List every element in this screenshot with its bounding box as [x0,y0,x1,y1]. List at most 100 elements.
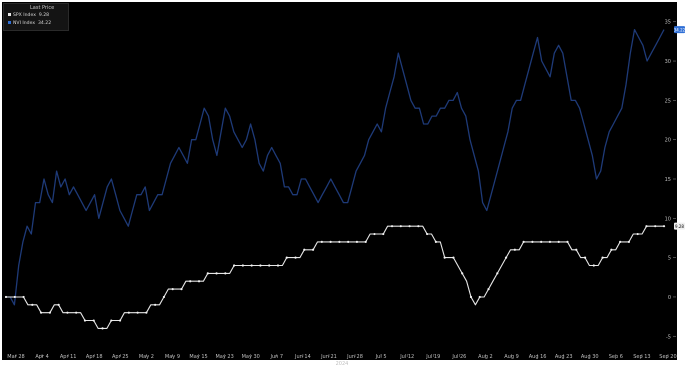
data-point-spx [654,225,657,228]
data-point-spx [583,256,587,259]
data-point-spx [189,280,192,283]
data-point-spx [504,256,508,259]
data-point-spx [627,240,631,244]
data-point-spx [329,240,332,244]
data-point-spx [601,256,604,259]
x-tick-label: May 15 [189,354,207,360]
x-tick-label: Jul 26 [451,354,466,360]
data-point-spx [162,295,166,299]
y-tick-label: 20 [665,138,671,144]
data-point-spx [57,303,60,306]
data-point-spx [285,256,288,259]
data-point-spx [224,272,227,275]
x-tick-label: May 30 [242,354,260,360]
data-point-spx [303,248,306,251]
data-point-spx [92,319,95,322]
data-point-spx [118,319,122,322]
data-point-spx [408,225,411,228]
legend-swatch-spx [8,13,11,16]
data-point-spx [592,264,595,267]
x-tick-label: Aug 30 [581,354,599,360]
x-tick-label: May 2 [139,354,154,360]
data-point-spx [645,225,648,228]
last-value-tag-spx [674,222,685,230]
data-point-spx [22,295,25,299]
data-point-spx [399,225,402,228]
data-point-spx [566,240,569,244]
data-point-spx [426,232,429,236]
data-point-spx [417,225,420,228]
data-point-spx [338,240,341,244]
data-point-spx [180,287,183,291]
data-point-spx [4,295,8,299]
data-point-spx [461,272,464,275]
y-tick-label: 25 [665,98,671,104]
last-value-text-spx: 9.28 [675,224,684,229]
legend: Last Price SPX Index 9.28 NVI Index 34.2… [3,3,69,31]
x-tick-label: Aug 2 [478,354,493,360]
data-point-spx [364,240,367,244]
y-tick-label: 5 [668,256,671,262]
x-tick-label: May 9 [165,354,180,360]
y-axis: -5 0 5 10 15 20 25 30 35 [665,20,676,340]
data-point-spx [13,295,16,299]
x-tick-label: May 23 [215,354,233,360]
data-point-spx [241,264,244,267]
data-point-spx [75,311,78,314]
data-point-spx [110,319,113,322]
x-tick-label: Sep 13 [633,354,650,360]
data-point-spx [101,327,104,330]
data-point-spx [522,240,525,244]
x-tick-label: Aug 23 [555,354,573,360]
y-tick-label: 0 [668,295,671,301]
legend-label-spx: SPX Index [13,13,36,18]
x-tick-label: Apr 25 [112,354,129,360]
data-point-spx [83,319,87,322]
data-point-spx [452,256,455,259]
plot-background [2,2,677,360]
legend-value-spx: 9.28 [38,13,50,18]
data-point-spx [66,311,69,314]
data-point-spx [496,272,499,275]
legend-item-nvi: NVI Index 34.22 [8,21,51,26]
data-point-spx [259,264,262,267]
x-tick-label: Sep 6 [609,354,623,360]
data-point-spx [31,303,34,306]
data-point-spx [469,295,473,299]
y-tick-label: -5 [666,334,671,340]
x-axis-label: 2024 [336,361,349,367]
data-point-spx [39,311,43,314]
data-point-spx [206,272,209,275]
legend-label-nvi: NVI Index [13,21,36,26]
x-tick-label: Jul 19 [425,354,440,360]
data-point-spx [531,240,534,244]
x-tick-label: Mar 28 [7,354,24,360]
last-value-text-nvi: 34.22 [674,27,686,32]
x-tick-label: Sep 20 [659,354,676,360]
data-point-spx [215,272,218,275]
data-point-spx [548,240,552,244]
x-tick-label: Jul 12 [399,354,414,360]
data-point-spx [443,256,446,259]
last-value-tag-nvi [674,26,685,34]
y-tick-label: 15 [665,177,671,183]
data-point-spx [171,287,174,291]
data-point-spx [276,264,280,267]
x-tick-label: Jun 7 [270,354,284,360]
legend-swatch-nvi [8,21,11,24]
data-point-spx [487,287,490,291]
data-point-spx [320,240,323,244]
x-tick-label: Jul 5 [375,354,387,360]
data-point-spx [434,240,437,244]
y-tick-label: 10 [665,216,671,222]
x-tick-label: Apr 11 [60,354,77,360]
data-point-spx [513,248,516,251]
x-tick-label: Apr 18 [86,354,103,360]
y-tick-label: 30 [665,59,671,65]
y-tick-label: 35 [665,20,671,26]
data-point-spx [575,248,578,251]
data-point-spx [347,240,350,244]
data-point-spx [390,225,394,228]
data-point-spx [233,264,236,267]
legend-title: Last Price [30,5,55,11]
